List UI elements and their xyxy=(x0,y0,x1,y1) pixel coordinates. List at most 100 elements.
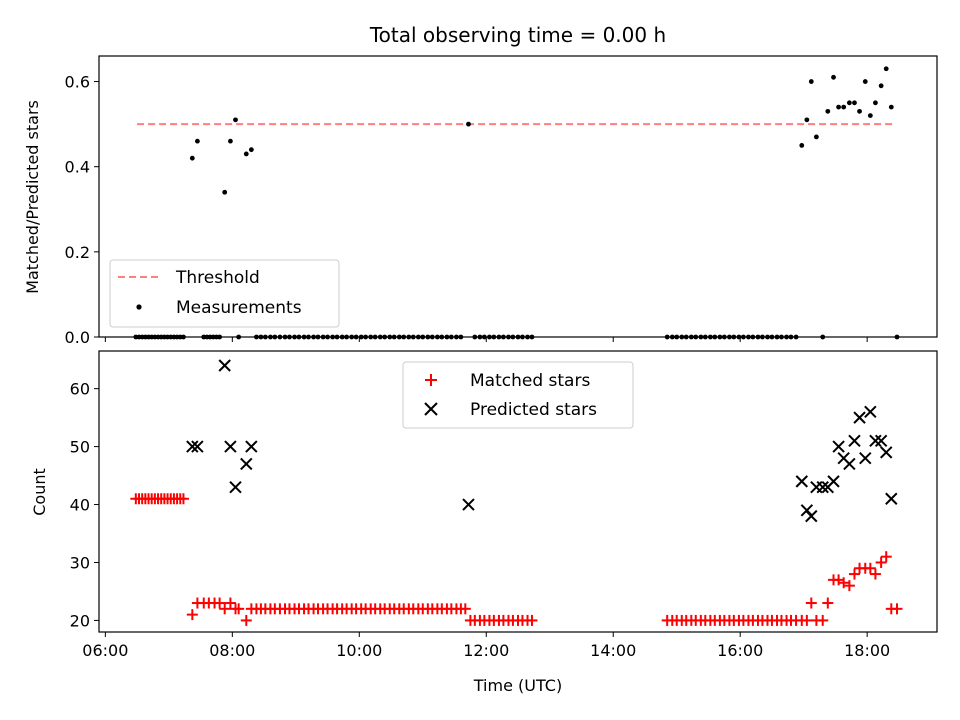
measurement-point xyxy=(248,147,254,153)
measurement-point xyxy=(189,155,195,161)
top-legend-box xyxy=(109,259,340,328)
measurement-point xyxy=(841,104,847,110)
measurement-point xyxy=(878,83,884,89)
matched-stars-point xyxy=(459,603,471,615)
matched-stars-point xyxy=(214,597,226,609)
predicted-stars-point xyxy=(805,509,818,523)
predicted-stars-point xyxy=(880,446,893,459)
top-legend: Threshold Measurements xyxy=(109,259,340,328)
predicted-stars-point xyxy=(816,480,829,494)
bottom-legend: Matched stars Predicted stars xyxy=(402,361,634,429)
predicted-stars-point xyxy=(462,498,475,511)
matched-stars-point xyxy=(233,603,245,615)
matched-stars-point xyxy=(219,603,231,615)
x-axis-label: Time (UTC) xyxy=(473,676,562,695)
bottom-y-axis-label: Count xyxy=(30,468,49,516)
measurement-point xyxy=(831,74,836,80)
measurement-point xyxy=(857,108,862,114)
predicted-stars-point xyxy=(240,457,253,471)
measurement-point xyxy=(228,138,233,144)
predicted-stars-point xyxy=(245,440,258,453)
measurement-point xyxy=(243,151,249,157)
x-tick-label: 06:00 xyxy=(82,641,128,660)
matched-stars-point xyxy=(869,568,881,580)
measurement-point xyxy=(846,100,852,106)
top-plot-area xyxy=(133,66,900,340)
predicted-stars-point xyxy=(869,434,882,448)
measurement-point xyxy=(873,100,878,106)
predicted-stars-point xyxy=(864,405,877,419)
matched-stars-point xyxy=(843,580,855,592)
measurement-point xyxy=(804,117,810,123)
predicted-stars-point xyxy=(843,457,856,471)
top-axis-ticks: 0.0 0.2 0.4 0.6 xyxy=(65,73,868,347)
x-tick-label: 16:00 xyxy=(717,641,763,660)
predicted-stars-point xyxy=(229,480,242,494)
predicted-stars-point xyxy=(191,440,204,453)
matched-stars-point xyxy=(838,577,850,589)
measurement-point xyxy=(195,138,200,144)
top-panel: 0.0 0.2 0.4 0.6 Matched/Predicted stars Thr… xyxy=(23,55,938,347)
predicted-stars-point xyxy=(827,475,840,488)
matched-stars-point xyxy=(801,614,813,626)
x-tick-label: 10:00 xyxy=(336,641,382,660)
bottom-y-tick-label: 30 xyxy=(70,553,90,572)
predicted-stars-point xyxy=(853,411,866,424)
x-tick-label: 08:00 xyxy=(209,641,255,660)
predicted-stars-point xyxy=(218,359,231,372)
measurement-point xyxy=(808,79,814,84)
measurement-point xyxy=(825,108,831,114)
measurement-point xyxy=(222,189,228,195)
measurement-point xyxy=(888,104,894,110)
bottom-y-tick-label: 50 xyxy=(70,438,90,457)
x-tick-label: 14:00 xyxy=(590,641,636,660)
matched-stars-point xyxy=(177,493,189,505)
legend-matched-swatch xyxy=(425,374,437,386)
bottom-panel: 20 30 40 50 60 06:00 08:00 10:00 12:00 14:00 16:00… xyxy=(30,350,938,695)
predicted-stars-point xyxy=(874,434,888,448)
predicted-stars-point xyxy=(224,440,237,453)
predicted-stars-point xyxy=(832,440,845,453)
bottom-plot-area xyxy=(130,359,903,626)
measurement-point xyxy=(883,66,889,72)
predicted-stars-point xyxy=(848,434,861,448)
matched-stars-point xyxy=(186,609,198,621)
top-y-tick-label: 0.2 xyxy=(65,243,90,262)
legend-threshold-label: Threshold xyxy=(175,268,260,288)
matched-stars-point xyxy=(224,597,236,609)
legend-measurements-swatch xyxy=(136,304,142,310)
matched-stars-point xyxy=(880,551,892,563)
matched-stars-point xyxy=(848,568,860,580)
bottom-axes-frame xyxy=(98,350,938,633)
matched-stars-point xyxy=(805,597,817,609)
legend-measurements-label: Measurements xyxy=(176,298,302,318)
top-y-axis-label: Matched/Predicted stars xyxy=(23,100,42,294)
top-y-tick-label: 0.0 xyxy=(65,328,90,347)
predicted-stars-point xyxy=(186,440,199,453)
measurement-point xyxy=(867,113,873,119)
measurement-point xyxy=(852,100,857,106)
measurement-point xyxy=(862,79,868,84)
matched-stars-point xyxy=(864,562,876,574)
measurement-point xyxy=(813,134,819,140)
predicted-stars-point xyxy=(885,492,898,505)
bottom-axis-ticks: 20 30 40 50 60 06:00 08:00 10:00 12:00 14:00 16:00… xyxy=(70,380,891,660)
measurement-point xyxy=(466,121,471,127)
predicted-stars-point xyxy=(795,475,808,488)
bottom-legend-box xyxy=(402,361,634,429)
matched-stars-point xyxy=(817,614,829,626)
x-tick-label: 18:00 xyxy=(844,641,890,660)
matched-stars-point xyxy=(526,614,538,626)
matched-stars-point xyxy=(891,603,903,615)
bottom-y-tick-label: 40 xyxy=(70,496,90,515)
predicted-stars-point xyxy=(859,451,872,465)
legend-predicted-label: Predicted stars xyxy=(470,400,597,420)
legend-predicted-swatch xyxy=(424,402,438,416)
top-y-tick-label: 0.4 xyxy=(65,158,90,177)
top-y-tick-label: 0.6 xyxy=(65,73,90,92)
x-tick-label: 12:00 xyxy=(463,641,509,660)
measurement-point xyxy=(233,117,238,123)
legend-matched-label: Matched stars xyxy=(470,371,590,391)
